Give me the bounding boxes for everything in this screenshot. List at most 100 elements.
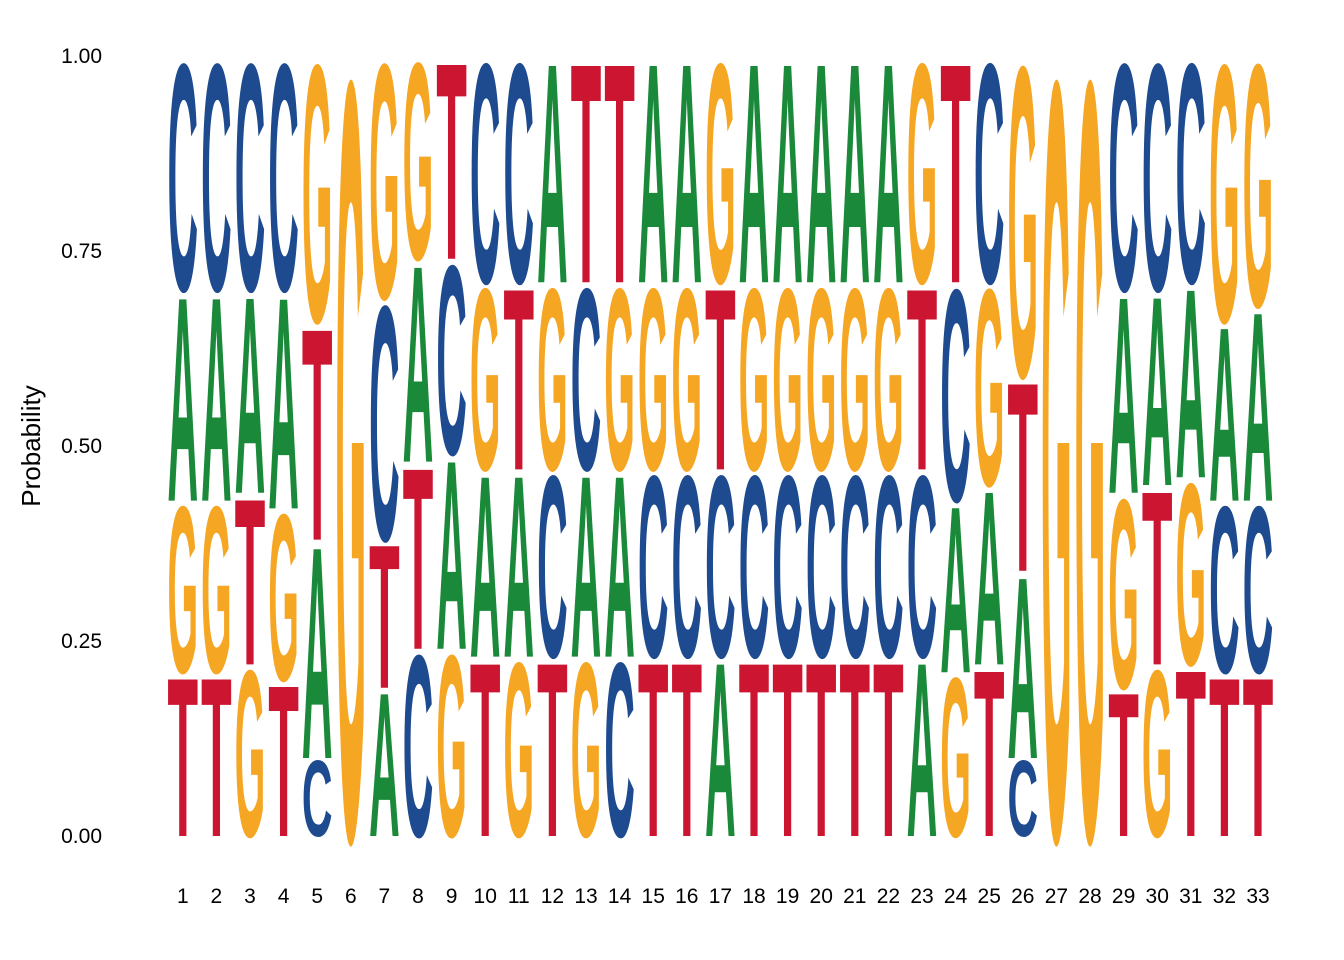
logo-letter-T: T	[1176, 621, 1207, 887]
logo-letter-G: G	[772, 236, 803, 525]
x-tick-label: 2	[211, 885, 223, 908]
logo-letter-A: A	[840, 0, 871, 349]
logo-letter-C: C	[537, 422, 568, 712]
logo-letter-C: C	[268, 0, 299, 360]
logo-letter-G: G	[369, 0, 400, 369]
x-tick-label: 1	[177, 885, 189, 908]
logo-letter-A: A	[1142, 242, 1173, 544]
logo-letter-C: C	[436, 211, 467, 513]
x-tick-label: 32	[1213, 885, 1236, 908]
logo-letter-A: A	[168, 237, 199, 563]
x-tick-label: 30	[1146, 885, 1169, 908]
logo-letter-G: G	[1209, 0, 1240, 400]
logo-letter-C: C	[1243, 458, 1274, 724]
logo-letter-G: G	[336, 0, 367, 960]
logo-column: G	[336, 0, 367, 960]
logo-letter-G: G	[840, 236, 871, 525]
logo-letter-C: C	[1142, 0, 1173, 360]
logo-letter-C: C	[604, 610, 635, 889]
logo-letter-T: T	[806, 611, 837, 890]
logo-letter-C: C	[403, 602, 434, 892]
logo-letter-G: G	[739, 236, 770, 525]
logo-letter-A: A	[672, 0, 703, 349]
y-tick-label: 0.50	[61, 435, 102, 458]
logo-letter-T: T	[1008, 327, 1039, 629]
logo-letter-G: G	[1108, 444, 1139, 746]
logo-letter-C: C	[940, 226, 971, 565]
logo-letter-C: C	[369, 235, 400, 611]
logo-letter-G: G	[672, 236, 703, 525]
x-tick-label: 12	[541, 885, 564, 908]
logo-letter-C: C	[504, 0, 535, 349]
logo-letter-A: A	[1243, 257, 1274, 559]
logo-letter-A: A	[705, 610, 736, 889]
logo-letter-T: T	[907, 235, 938, 525]
logo-letter-A: A	[302, 483, 333, 822]
logo-column: G	[1075, 0, 1106, 960]
logo-letter-T: T	[235, 450, 266, 716]
logo-letter-C: C	[235, 0, 266, 360]
x-tick-label: 22	[877, 885, 900, 908]
logo-letter-A: A	[504, 422, 535, 712]
logo-letter-T: T	[436, 4, 467, 319]
logo-letter-G: G	[1142, 621, 1173, 888]
logo-letter-A: A	[873, 0, 904, 349]
logo-letter-C: C	[302, 740, 333, 860]
x-tick-label: 27	[1045, 885, 1068, 908]
logo-letter-A: A	[436, 406, 467, 708]
logo-letter-G: G	[504, 611, 535, 889]
logo-letter-T: T	[403, 414, 434, 704]
logo-letter-T: T	[974, 621, 1005, 887]
logo-letter-A: A	[571, 422, 602, 712]
logo-letter-C: C	[873, 422, 904, 712]
logo-letter-A: A	[201, 237, 232, 563]
x-axis: 1 2 3 4 5 6 7 8 9 10 11 12 13 14 15 16 17 18 19 20 21 22 23 24 2…	[177, 885, 1270, 908]
logo-letter-G: G	[168, 457, 199, 724]
logo-letter-C: C	[772, 422, 803, 712]
x-tick-label: 24	[944, 885, 968, 908]
logo-letter-A: A	[235, 238, 266, 553]
logo-letter-T: T	[537, 611, 568, 890]
x-tick-label: 7	[379, 885, 391, 908]
logo-letter-T: T	[504, 235, 535, 525]
logo-letter-A: A	[470, 422, 501, 712]
logo-letter-T: T	[1142, 440, 1173, 719]
logo-letter-G: G	[1008, 0, 1039, 470]
x-tick-label: 28	[1078, 885, 1101, 908]
logo-letter-T: T	[638, 611, 669, 890]
x-tick-label: 13	[574, 885, 597, 908]
logo-letter-C: C	[705, 422, 736, 712]
logo-letter-A: A	[604, 422, 635, 712]
x-tick-label: 8	[412, 885, 424, 908]
logo-letter-C: C	[840, 422, 871, 712]
logo-letter-C: C	[1176, 0, 1207, 349]
y-tick-label: 0.75	[61, 240, 102, 263]
logo-letter-T: T	[1243, 630, 1274, 884]
logo-letter-C: C	[907, 422, 938, 712]
x-tick-label: 19	[776, 885, 799, 908]
logo-letter-T: T	[1108, 649, 1139, 880]
logo-letter-T: T	[302, 266, 333, 605]
x-tick-label: 21	[843, 885, 866, 908]
x-tick-label: 17	[709, 885, 732, 908]
logo-letter-C: C	[739, 422, 770, 712]
logo-letter-A: A	[268, 234, 299, 573]
x-tick-label: 11	[508, 885, 530, 908]
logo-letter-C: C	[1209, 458, 1240, 724]
